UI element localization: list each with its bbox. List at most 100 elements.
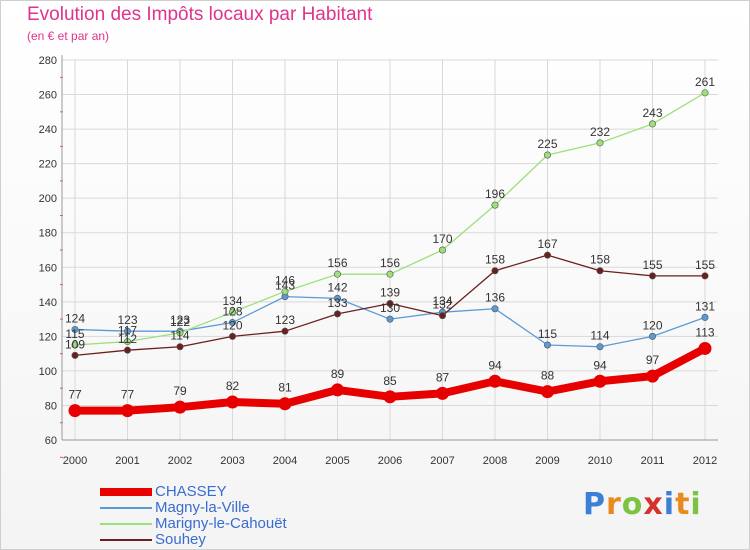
point-magny-la-ville (596, 343, 604, 351)
point-marigny-le-cahouet (596, 139, 604, 147)
point-magny-la-ville (701, 313, 709, 321)
point-souhey (229, 332, 237, 340)
data-label-magny-la-ville: 136 (485, 291, 505, 305)
data-label-souhey: 158 (485, 253, 505, 267)
point-marigny-le-cahouet (124, 338, 132, 346)
data-label-marigny-le-cahouet: 196 (485, 187, 505, 201)
data-label-magny-la-ville: 131 (695, 299, 715, 313)
data-label-magny-la-ville: 124 (65, 311, 85, 325)
point-marigny-le-cahouet (543, 151, 551, 159)
data-label-chassey: 82 (226, 379, 240, 393)
data-label-marigny-le-cahouet: 115 (65, 327, 84, 341)
data-label-souhey: 155 (642, 258, 662, 272)
data-label-chassey: 77 (68, 388, 82, 402)
data-label-magny-la-ville: 128 (222, 305, 242, 319)
x-tick-label: 2009 (535, 455, 559, 467)
data-label-magny-la-ville: 120 (642, 318, 662, 332)
data-label-souhey: 133 (327, 296, 347, 310)
data-label-magny-la-ville: 142 (327, 280, 347, 294)
point-marigny-le-cahouet (281, 287, 289, 295)
data-label-chassey: 79 (173, 384, 187, 398)
x-tick-label: 2008 (483, 455, 507, 467)
point-souhey (124, 346, 132, 354)
legend-swatch-magny-la-ville (100, 507, 152, 509)
point-souhey (281, 327, 289, 335)
y-tick-label: 180 (39, 228, 57, 240)
x-tick-label: 2012 (693, 455, 717, 467)
x-tick-label: 2011 (641, 455, 665, 467)
point-marigny-le-cahouet (438, 246, 446, 254)
point-magny-la-ville (124, 327, 132, 335)
data-label-souhey: 167 (537, 237, 557, 251)
y-tick-label: 140 (39, 297, 57, 309)
data-label-magny-la-ville: 123 (117, 313, 137, 327)
y-tick-label: 80 (45, 400, 57, 412)
data-label-souhey: 109 (65, 337, 85, 351)
x-tick-label: 2001 (115, 455, 139, 467)
point-souhey (333, 310, 341, 318)
data-label-marigny-le-cahouet: 232 (590, 125, 610, 139)
point-marigny-le-cahouet (333, 270, 341, 278)
data-label-marigny-le-cahouet: 146 (275, 273, 295, 287)
data-label-chassey: 94 (593, 358, 607, 372)
point-marigny-le-cahouet (176, 329, 184, 337)
data-label-souhey: 155 (695, 258, 715, 272)
point-magny-la-ville (386, 315, 394, 323)
point-souhey (71, 351, 79, 359)
point-souhey (176, 343, 184, 351)
point-chassey (698, 341, 712, 355)
point-marigny-le-cahouet (71, 341, 79, 349)
point-souhey (491, 267, 499, 275)
data-label-chassey: 97 (646, 353, 660, 367)
point-souhey (648, 272, 656, 280)
point-marigny-le-cahouet (701, 89, 709, 97)
point-magny-la-ville (491, 305, 499, 313)
legend-label-marigny-le-cahouet: Marigny-le-Cahouët (155, 515, 287, 532)
data-label-marigny-le-cahouet: 156 (380, 256, 400, 270)
y-tick-label: 120 (39, 331, 57, 343)
data-label-magny-la-ville: 114 (590, 329, 609, 343)
point-chassey (173, 400, 187, 414)
data-label-marigny-le-cahouet: 243 (642, 106, 662, 120)
point-chassey (436, 386, 449, 400)
y-tick-label: 220 (39, 159, 57, 171)
point-marigny-le-cahouet (229, 308, 237, 316)
point-souhey (386, 300, 394, 308)
chart-title: Evolution des Impôts locaux par Habitant (27, 4, 373, 25)
data-label-marigny-le-cahouet: 156 (327, 256, 347, 270)
x-tick-label: 2002 (168, 455, 192, 467)
data-label-magny-la-ville: 123 (170, 313, 190, 327)
point-marigny-le-cahouet (648, 120, 656, 128)
data-label-souhey: 132 (432, 298, 452, 312)
point-souhey (701, 272, 709, 280)
data-label-marigny-le-cahouet: 134 (222, 294, 242, 308)
x-tick-label: 2006 (378, 455, 402, 467)
data-label-souhey: 139 (380, 286, 400, 300)
legend-swatch-chassey (100, 488, 152, 496)
x-tick-label: 2004 (273, 455, 297, 467)
point-chassey (488, 374, 502, 388)
data-label-magny-la-ville: 143 (275, 279, 295, 293)
point-magny-la-ville (71, 325, 79, 333)
data-label-chassey: 94 (488, 358, 502, 372)
x-tick-label: 2000 (63, 455, 87, 467)
data-label-magny-la-ville: 115 (538, 327, 557, 341)
point-souhey (543, 251, 551, 259)
legend-label-magny-la-ville: Magny-la-Ville (155, 499, 250, 516)
x-tick-label: 2010 (588, 455, 612, 467)
y-tick-label: 280 (39, 55, 57, 67)
point-chassey (593, 374, 607, 388)
chart-subtitle: (en € et par an) (27, 29, 110, 43)
point-chassey (541, 385, 554, 399)
point-magny-la-ville (333, 294, 341, 302)
legend-swatch-souhey (100, 539, 152, 541)
y-tick-label: 240 (39, 124, 57, 136)
point-chassey (121, 404, 134, 418)
point-marigny-le-cahouet (386, 270, 394, 278)
legend-swatch-marigny-le-cahouet (100, 523, 152, 525)
axes: 60 80 100 120 140 160 180 200 220 240 260 280 2000 20… (39, 55, 718, 467)
legend-label-chassey: CHASSEY (155, 483, 227, 500)
data-label-chassey: 81 (278, 381, 292, 395)
